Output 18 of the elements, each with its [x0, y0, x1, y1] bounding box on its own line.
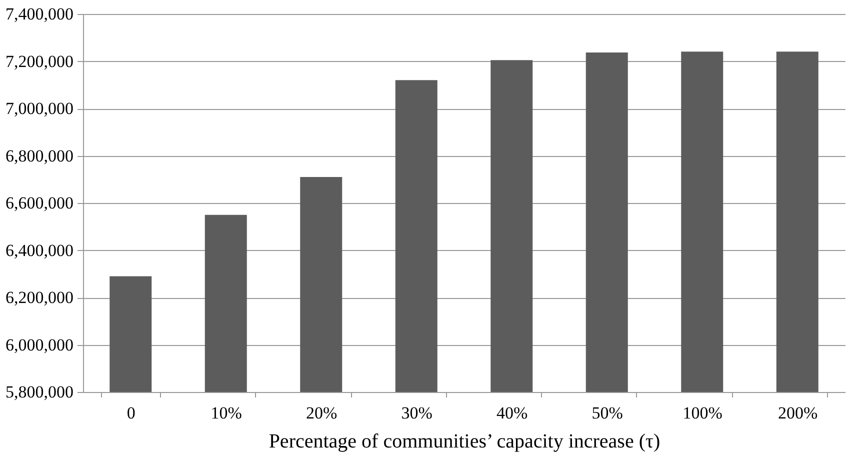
x-tick-label: 200% — [778, 404, 818, 422]
y-tick-label: 6,000,000 — [6, 335, 74, 354]
y-tick-label: 6,200,000 — [6, 288, 74, 307]
x-tick-label: 0 — [126, 404, 136, 422]
x-axis-title: Percentage of communities’ capacity increase (τ) — [268, 430, 660, 452]
x-tick-label: 30% — [401, 404, 432, 422]
y-tick-label: 7,000,000 — [6, 99, 74, 118]
y-tick-label: 6,600,000 — [6, 194, 74, 212]
y-tick-label: 7,400,000 — [6, 4, 74, 24]
y-tick-label: 7,200,000 — [6, 52, 74, 71]
x-tick-label: 100% — [682, 404, 722, 422]
x-tick-label: 40% — [496, 404, 528, 422]
y-tick-label: 6,800,000 — [6, 146, 74, 166]
x-tick-label: 10% — [210, 404, 242, 422]
y-tick-label: 5,800,000 — [6, 382, 74, 402]
x-tick-label: 20% — [306, 404, 338, 422]
x-tick-label: 50% — [592, 404, 623, 422]
y-tick-label: 6,400,000 — [6, 240, 74, 260]
